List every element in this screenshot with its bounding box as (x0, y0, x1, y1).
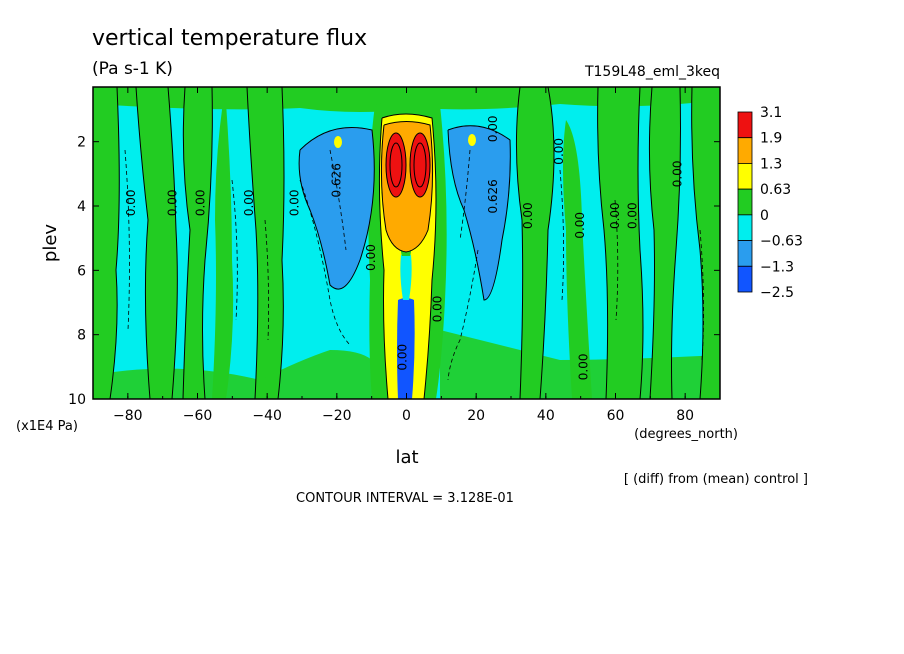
contour-label: 0.00 (166, 189, 180, 216)
contour-label: 0.00 (242, 189, 256, 216)
x-tick-label: 0 (402, 408, 411, 424)
colorbar-swatch (737, 265, 753, 293)
colorbar-swatch (737, 137, 753, 164)
contour-label: 0.00 (552, 138, 566, 165)
colorbar-label: 1.3 (760, 156, 782, 172)
colorbar-label: −1.3 (760, 259, 794, 275)
contour-label: 0.00 (625, 202, 639, 229)
y-axis-label: plev (40, 224, 61, 263)
x-tick-label: −80 (113, 408, 143, 424)
field-band (400, 253, 412, 300)
colorbar-label: 3.1 (760, 105, 782, 121)
field-band (597, 87, 643, 399)
plot-area: 0.00 0.00 0.00 0.00 0.000.6260.000.000.000.6… (93, 87, 720, 399)
contour-label: 0.00 (396, 344, 410, 371)
field-band (397, 298, 415, 399)
negative-contour-lines (124, 149, 704, 381)
contour-label: 0.00 (486, 115, 500, 142)
contour-label-layer: 0.00 0.00 0.00 0.00 0.000.6260.000.000.000.6… (124, 115, 685, 380)
x-tick-label: 40 (537, 408, 555, 424)
colorbar-swatch (737, 214, 753, 241)
field-band (649, 87, 681, 399)
chart-units: (Pa s-1 K) (92, 59, 173, 79)
contour-label: 0.626 (486, 179, 500, 213)
field-band (691, 87, 720, 399)
contour-label: 0.00 (364, 244, 378, 271)
field-band (136, 87, 178, 399)
colorbar-label: 0 (760, 208, 769, 224)
colorbar-label: 1.9 (760, 131, 782, 147)
y-tick-label: 10 (68, 392, 86, 408)
x-units: (degrees_north) (634, 427, 738, 442)
contour-label: 0.00 (124, 189, 138, 216)
field-band (247, 87, 284, 399)
field-band (563, 120, 592, 399)
x-tick-label: −20 (322, 408, 352, 424)
contour-label: 0.00 (577, 353, 591, 380)
chart-title: vertical temperature flux (92, 26, 367, 51)
field-band (183, 87, 213, 399)
y-tick-label: 8 (77, 328, 86, 344)
colorbar-swatch (737, 188, 753, 216)
y-units: (x1E4 Pa) (16, 419, 78, 434)
field-band (212, 90, 234, 399)
y-tick-label: 6 (77, 263, 86, 279)
colorbar-legend: 3.1 1.9 1.3 0.63 0 −0.63 −1.3 −2.5 (737, 105, 803, 301)
field-band (448, 125, 511, 300)
colorbar-swatch (737, 111, 753, 139)
y-tick-label: 4 (77, 199, 86, 215)
contour-label: 0.00 (521, 202, 535, 229)
x-tick-label: −60 (183, 408, 213, 424)
field-band (299, 127, 375, 290)
y-tick-label: 2 (77, 135, 86, 151)
field-band (468, 134, 476, 146)
field-band (93, 350, 372, 399)
x-tick-label: −40 (252, 408, 282, 424)
contour-label: 0.00 (193, 189, 207, 216)
diff-note: [ (diff) from (mean) control ] (624, 472, 808, 487)
field-band (334, 136, 342, 148)
contour-label: 0.00 (573, 212, 587, 239)
x-tick-label: 60 (607, 408, 625, 424)
field-band (410, 133, 430, 197)
field-band (440, 330, 720, 399)
experiment-label: T159L48_eml_3keq (584, 64, 720, 80)
field-band (386, 133, 406, 197)
field-band (93, 87, 120, 399)
x-tick-label: 80 (676, 408, 694, 424)
colorbar-label: 0.63 (760, 182, 791, 198)
x-tick-label: 20 (467, 408, 485, 424)
y-axis: 2 4 6 8 10 (68, 135, 720, 408)
contour-label: 0.626 (329, 163, 343, 197)
contour-label: 0.00 (671, 160, 685, 187)
contour-label: 0.00 (288, 189, 302, 216)
colorbar-swatch (737, 240, 753, 267)
contour-label: 0.00 (430, 296, 444, 323)
colorbar-label: −0.63 (760, 234, 803, 250)
x-axis: −80 −60 −40 −20 0 20 40 60 80 (92, 87, 721, 424)
contour-interval: CONTOUR INTERVAL = 3.128E-01 (296, 491, 514, 506)
contour-lines (109, 87, 704, 399)
colorbar-label: −2.5 (760, 285, 794, 301)
x-axis-label: lat (395, 447, 418, 468)
contour-label: 0.00 (608, 202, 622, 229)
field-band (93, 87, 720, 112)
colorbar-swatch (737, 163, 753, 190)
